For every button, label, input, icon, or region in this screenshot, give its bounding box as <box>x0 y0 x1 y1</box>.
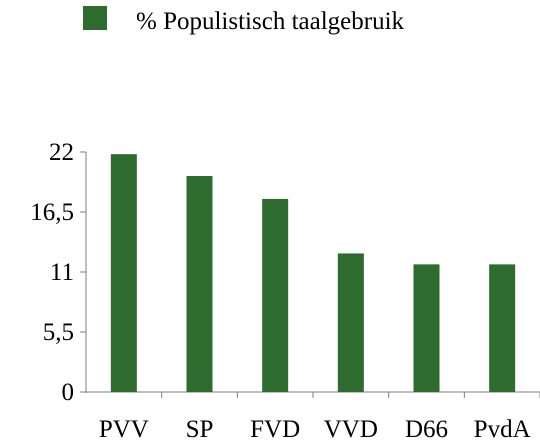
y-tick-group: 0 5,5 11 16,5 22 <box>30 139 86 406</box>
bar-pvda <box>489 264 516 392</box>
y-tick-label: 5,5 <box>43 319 74 346</box>
x-tick-label-sp: SP <box>186 416 214 443</box>
x-tick-label-d66: D66 <box>405 416 448 443</box>
y-tick-label: 0 <box>62 379 75 406</box>
x-tick-label-fvd: FVD <box>250 416 300 443</box>
bar-vvd <box>337 253 364 392</box>
bar-pvv <box>110 154 137 392</box>
y-tick-label: 16,5 <box>30 199 74 226</box>
legend-label: % Populistisch taalgebruik <box>136 8 405 35</box>
legend-swatch <box>83 6 107 30</box>
legend: % Populistisch taalgebruik <box>83 6 405 35</box>
x-tick-label-pvv: PVV <box>99 416 149 443</box>
x-tick-label-vvd: VVD <box>324 416 378 443</box>
x-tick-group: PVV SP FVD VVD D66 PvdA <box>99 392 540 443</box>
bar-fvd <box>262 198 289 392</box>
bar-d66 <box>413 264 440 392</box>
y-tick-label: 22 <box>49 139 74 166</box>
x-tick-label-pvda: PvdA <box>474 416 531 443</box>
y-tick-label: 11 <box>50 259 74 286</box>
bar-sp <box>186 176 213 392</box>
bar-group <box>110 154 516 392</box>
